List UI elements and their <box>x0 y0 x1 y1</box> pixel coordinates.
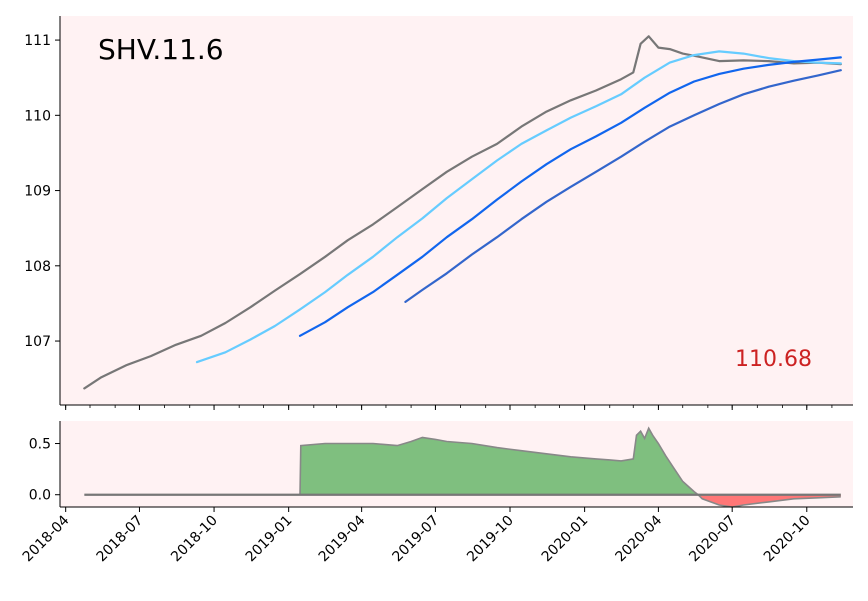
main-plot-area <box>83 35 842 390</box>
difference-positive-area <box>300 428 841 495</box>
x-axis: 2018-04 2018-07 2018-10 2019-01 2019-04 2019-… <box>20 507 814 565</box>
x-tick-label: 2019-04 <box>316 512 369 565</box>
x-tick-label: 2020-07 <box>686 513 739 566</box>
difference-axes: 0.0 0.5 <box>29 421 853 508</box>
x-tick-label: 2020-10 <box>761 513 814 566</box>
x-tick-label: 2019-10 <box>464 513 517 566</box>
series-line-ma_short <box>195 50 842 364</box>
series-line-ma_long <box>404 69 842 303</box>
main-plot-background <box>60 16 853 405</box>
x-tick-label: 2018-07 <box>94 513 147 566</box>
main-y-tick-label: 110 <box>24 108 51 124</box>
chart-title: SHV.11.6 <box>98 33 224 66</box>
difference-plot-area <box>84 426 841 508</box>
series-line-ma_mid <box>298 56 842 337</box>
x-tick-label: 2020-01 <box>539 513 592 566</box>
x-tick-label: 2019-07 <box>390 513 443 566</box>
main-y-tick-label: 111 <box>24 33 51 49</box>
main-axes: 107 108 109 110 111 <box>24 16 853 410</box>
difference-outline <box>299 426 841 508</box>
x-tick-label: 2019-01 <box>243 513 296 566</box>
last-value-label: 110.68 <box>735 347 812 372</box>
x-tick-label: 2018-10 <box>168 513 221 566</box>
difference-y-tick-label: 0.0 <box>29 488 51 504</box>
difference-y-tick-label: 0.5 <box>29 437 51 453</box>
main-y-tick-label: 107 <box>24 334 51 350</box>
series-line-price <box>83 35 842 390</box>
main-y-tick-label: 109 <box>24 184 51 200</box>
x-tick-label: 2018-04 <box>20 512 73 565</box>
main-y-tick-label: 108 <box>24 259 51 275</box>
x-tick-label: 2020-04 <box>613 512 666 565</box>
